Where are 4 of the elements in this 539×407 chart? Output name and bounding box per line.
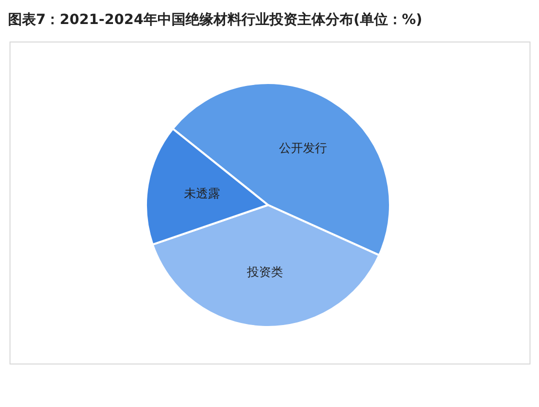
slice-label: 投资类 xyxy=(246,265,283,280)
slice-label: 未透露 xyxy=(184,186,220,200)
slice-label: 公开发行 xyxy=(279,140,328,155)
chart-title: 图表7：2021-2024年中国绝缘材料行业投资主体分布(单位：%) xyxy=(8,11,422,28)
